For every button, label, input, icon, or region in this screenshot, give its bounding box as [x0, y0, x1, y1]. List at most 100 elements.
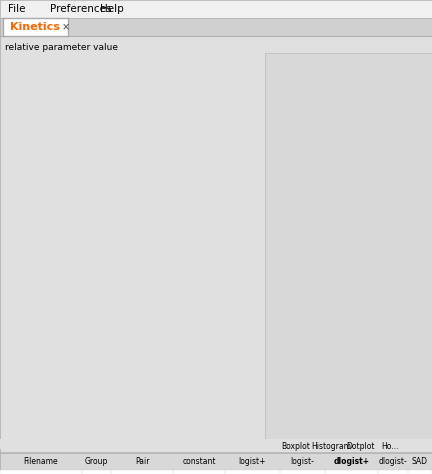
Point: [96, 437, 103, 445]
Point: [237, 445, 244, 453]
Point: [219, 449, 226, 456]
Point: [216, 440, 223, 448]
Point: [193, 441, 200, 448]
Point: [101, 441, 108, 448]
Point: [196, 442, 203, 449]
Point: [68, 421, 75, 428]
Point: [35, 383, 41, 390]
Point: [221, 443, 228, 451]
Point: [90, 440, 97, 448]
Point: [68, 403, 75, 410]
Point: [58, 352, 65, 359]
Point: [145, 449, 152, 456]
Point: [226, 439, 233, 447]
Point: [104, 444, 111, 451]
Point: [94, 442, 101, 449]
Point: [170, 442, 177, 449]
Point: [114, 439, 121, 447]
Point: [162, 440, 168, 448]
Point: [152, 440, 159, 448]
Point: [216, 440, 223, 448]
Point: [49, 391, 56, 398]
Point: [182, 438, 189, 446]
Point: [80, 435, 87, 442]
Point: [14, 375, 21, 383]
Point: [127, 443, 133, 450]
Point: [134, 437, 141, 445]
Point: [63, 363, 70, 371]
Point: [201, 435, 208, 443]
Point: [250, 438, 257, 445]
Point: [224, 440, 231, 447]
Point: [29, 406, 36, 413]
Point: [142, 439, 149, 447]
Text: Dotplot: Dotplot: [346, 442, 375, 451]
Point: [214, 444, 221, 451]
Point: [22, 379, 29, 387]
Point: [109, 443, 116, 450]
Point: [155, 440, 162, 448]
Point: [114, 416, 121, 424]
Point: [117, 440, 124, 448]
Point: [27, 355, 34, 362]
Point: [106, 441, 113, 448]
Point: [203, 441, 210, 448]
Text: constant: constant: [182, 456, 216, 465]
Point: [107, 439, 114, 447]
Point: [185, 435, 192, 442]
Point: [98, 439, 105, 447]
Point: [242, 437, 249, 445]
Point: [157, 437, 164, 444]
Point: [40, 366, 47, 374]
Point: [109, 441, 116, 448]
Point: [196, 436, 203, 444]
Point: [155, 439, 162, 447]
Point: [140, 440, 146, 448]
Point: [137, 441, 144, 448]
Point: [244, 440, 251, 448]
Point: [232, 430, 239, 438]
Point: [66, 418, 73, 425]
Point: [173, 437, 180, 444]
Point: [210, 440, 216, 447]
Point: [63, 367, 70, 375]
Point: [107, 388, 114, 396]
Point: [201, 425, 208, 432]
Point: [158, 427, 165, 435]
Point: [53, 410, 60, 418]
Point: [135, 432, 142, 439]
Point: [60, 412, 67, 420]
Point: [37, 322, 44, 330]
Point: [109, 436, 116, 444]
Point: [247, 440, 254, 448]
Point: [87, 437, 94, 445]
Point: [129, 439, 136, 447]
Point: [127, 440, 134, 448]
Point: [53, 112, 60, 120]
Point: [223, 440, 230, 448]
Point: [80, 431, 87, 439]
Point: [170, 440, 177, 447]
Point: [124, 434, 131, 441]
Point: [178, 435, 185, 442]
Point: [124, 442, 131, 449]
Point: [91, 428, 98, 436]
Point: [183, 438, 190, 446]
Point: [140, 439, 146, 447]
Point: [162, 440, 168, 448]
Point: [237, 437, 244, 445]
Point: [19, 382, 26, 390]
Point: [12, 422, 19, 429]
Point: [91, 428, 98, 435]
Point: [242, 433, 249, 440]
Point: [119, 438, 126, 446]
Point: [117, 418, 124, 425]
Point: [206, 439, 213, 447]
Point: [48, 348, 54, 356]
Point: [42, 347, 49, 355]
Point: [73, 426, 80, 433]
Point: [247, 432, 254, 440]
Point: [232, 440, 238, 448]
Point: [210, 437, 216, 444]
Point: [87, 434, 94, 442]
